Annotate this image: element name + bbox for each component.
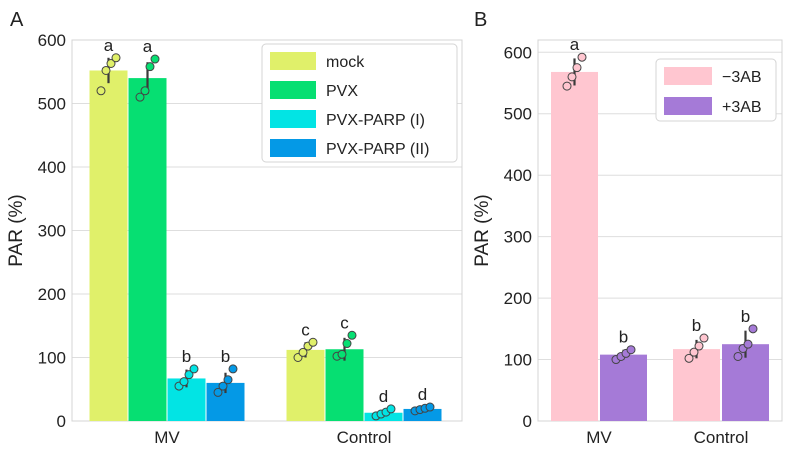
legend-label: +3AB	[722, 99, 762, 116]
legend-swatch	[664, 97, 712, 115]
legend-swatch	[270, 81, 316, 99]
legend-label: PVX	[326, 83, 358, 100]
data-point	[386, 404, 396, 414]
significance-letter: a	[570, 35, 580, 54]
data-point	[699, 333, 709, 343]
significance-letter: b	[182, 347, 191, 366]
data-point	[228, 364, 238, 374]
data-point	[577, 52, 587, 62]
legend-label: −3AB	[722, 69, 762, 86]
y-tick-label: 300	[504, 228, 532, 247]
legend-swatch	[270, 52, 316, 70]
data-point	[567, 72, 577, 82]
significance-letter: b	[221, 347, 230, 366]
data-point	[572, 63, 582, 73]
plot-frame	[71, 39, 463, 422]
panel-B: B 0 100 200 300 400 500 600 PAR (%) a b MV b b Control…	[472, 9, 783, 447]
data-point	[689, 347, 699, 357]
data-point	[106, 58, 116, 68]
legend-frame	[261, 43, 458, 163]
bar--3ab-mv	[600, 354, 647, 421]
y-tick-label: 100	[38, 349, 66, 368]
significance-letter: c	[301, 320, 310, 339]
data-point	[96, 86, 106, 96]
data-point	[135, 92, 145, 102]
significance-letter: a	[143, 37, 153, 56]
x-tick-label: Control	[694, 428, 749, 447]
significance-letter: d	[418, 385, 427, 404]
data-point	[223, 375, 233, 385]
legend: −3AB +3AB	[655, 58, 777, 122]
y-tick-label: 400	[504, 166, 532, 185]
significance-letter: c	[340, 313, 349, 332]
legend: mock PVX PVX-PARP (I) PVX-PARP (II)	[261, 43, 458, 163]
y-tick-label: 600	[504, 43, 532, 62]
x-tick-label: MV	[586, 428, 612, 447]
data-point	[694, 341, 704, 351]
legend-label: mock	[326, 54, 365, 71]
x-tick-label: MV	[154, 428, 180, 447]
bar-pvx-mv	[128, 78, 167, 421]
plot-frame	[537, 39, 783, 422]
bar--3ab-mv	[551, 71, 598, 422]
y-tick-label: 300	[38, 222, 66, 241]
data-point	[626, 345, 636, 355]
legend-swatch	[270, 139, 316, 157]
data-point	[179, 377, 189, 387]
data-point	[748, 324, 758, 334]
bar-pvx-control	[325, 349, 364, 421]
data-point	[150, 54, 160, 64]
y-tick-label: 400	[38, 158, 66, 177]
data-point	[733, 351, 743, 361]
significance-letter: b	[692, 316, 701, 335]
data-point	[425, 402, 435, 412]
legend-swatch	[664, 67, 712, 85]
y-tick-label: 0	[523, 412, 532, 431]
data-point	[562, 81, 572, 91]
significance-letter: b	[741, 307, 750, 326]
data-point	[140, 86, 150, 96]
significance-letter: d	[379, 387, 388, 406]
x-tick-label: Control	[337, 428, 392, 447]
significance-letter: b	[619, 328, 628, 347]
data-point	[111, 53, 121, 63]
bar-mock-control	[286, 349, 325, 421]
y-tick-label: 500	[38, 95, 66, 114]
y-tick-label: 600	[38, 31, 66, 50]
data-point	[298, 347, 308, 357]
data-point	[684, 353, 694, 363]
y-axis-label: PAR (%)	[6, 194, 27, 266]
legend-swatch	[270, 110, 316, 128]
data-point	[145, 62, 155, 72]
bar--3ab-control	[673, 349, 720, 421]
legend-label: PVX-PARP (II)	[326, 141, 429, 158]
significance-letter: a	[104, 36, 114, 55]
data-point	[101, 65, 111, 75]
panel-label: B	[474, 9, 487, 31]
panel-label: A	[10, 9, 24, 31]
data-point	[184, 370, 194, 380]
legend-label: PVX-PARP (I)	[326, 112, 425, 129]
y-tick-label: 200	[38, 285, 66, 304]
data-point	[218, 381, 228, 391]
y-axis-label: PAR (%)	[472, 194, 493, 266]
panel-A: A 0 100 200 300 400 500 600 PAR (%) a a b b MV c c d d Con…	[6, 9, 463, 447]
data-point	[342, 339, 352, 349]
bar-mock-mv	[89, 70, 128, 421]
y-tick-label: 200	[504, 289, 532, 308]
data-point	[308, 337, 318, 347]
data-point	[347, 330, 357, 340]
y-tick-label: 500	[504, 105, 532, 124]
data-point	[337, 349, 347, 359]
data-point	[743, 339, 753, 349]
data-point	[189, 364, 199, 374]
y-tick-label: 100	[504, 351, 532, 370]
y-tick-label: 0	[57, 412, 66, 431]
data-point	[213, 387, 223, 397]
